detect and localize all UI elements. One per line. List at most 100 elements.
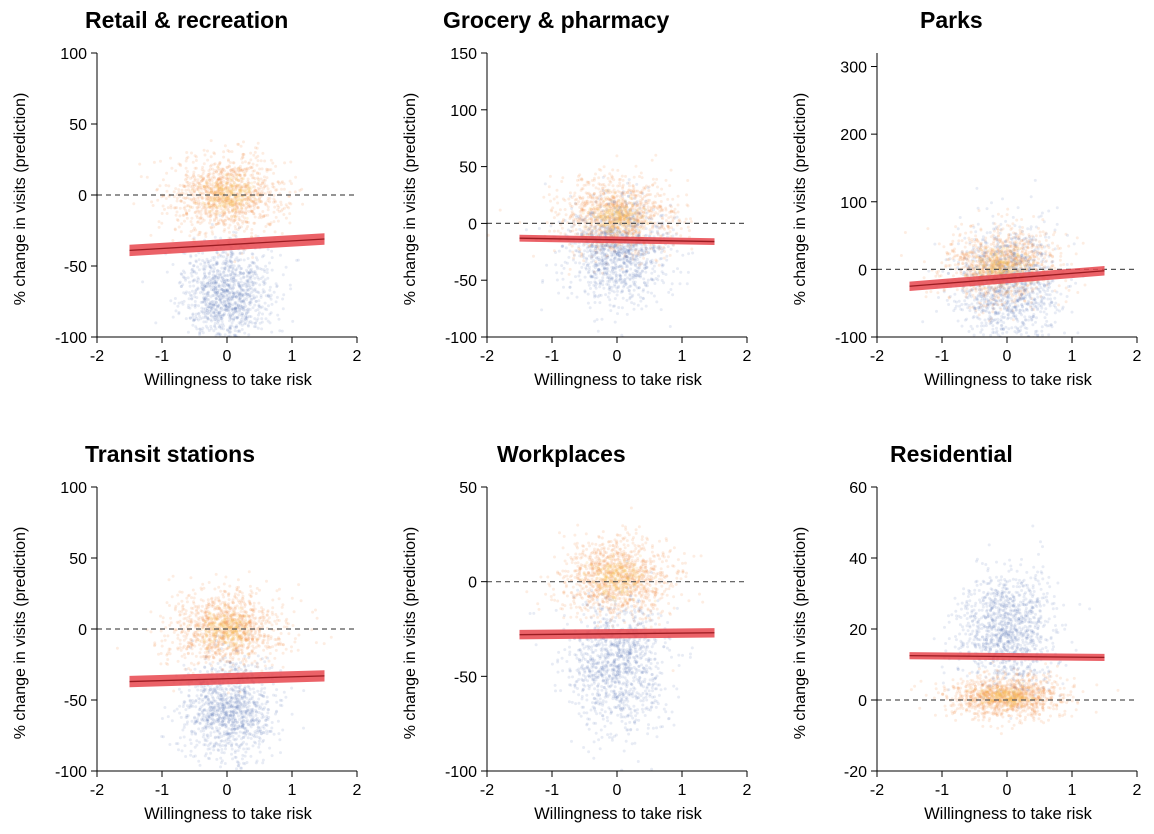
scatter-point (193, 295, 197, 299)
scatter-point (211, 302, 215, 306)
scatter-point (214, 285, 217, 289)
scatter-point (195, 180, 199, 184)
scatter-point (203, 211, 207, 215)
scatter-point (215, 212, 219, 216)
scatter-point (633, 263, 637, 267)
scatter-point (662, 256, 666, 260)
scatter-point (246, 177, 250, 181)
scatter-point (229, 200, 233, 204)
scatter-point (223, 290, 227, 294)
scatter-point (226, 178, 230, 182)
scatter-point (201, 259, 205, 262)
scatter-point (206, 326, 210, 330)
scatter-point (169, 156, 172, 160)
scatter-point (657, 263, 661, 267)
scatter-point (220, 186, 224, 190)
scatter-point (205, 181, 209, 185)
scatter-point (645, 257, 649, 261)
scatter-point (574, 275, 577, 279)
scatter-point (572, 218, 575, 222)
scatter-point (219, 204, 223, 208)
scatter-point (245, 167, 249, 171)
scatter-point (177, 311, 181, 314)
scatter-point (201, 331, 205, 335)
scatter-point (219, 291, 223, 295)
scatter-point (239, 188, 243, 192)
scatter-point (215, 251, 219, 255)
scatter-point (196, 343, 199, 346)
scatter-point (243, 347, 246, 350)
scatter-point (219, 186, 223, 190)
scatter-point (206, 281, 209, 285)
scatter-point (223, 281, 226, 285)
scatter-point (583, 242, 587, 246)
scatter-point (226, 187, 230, 191)
scatter-point (228, 260, 232, 264)
scatter-point (221, 220, 225, 224)
scatter-point (239, 272, 243, 275)
scatter-point (236, 210, 240, 214)
scatter-point (284, 265, 288, 269)
scatter-point (248, 287, 252, 291)
scatter-point (233, 185, 237, 188)
scatter-point (252, 200, 256, 204)
scatter-point (227, 176, 231, 180)
scatter-point (204, 320, 208, 324)
scatter-point (200, 191, 204, 195)
scatter-point (266, 247, 270, 251)
scatter-point (244, 220, 248, 224)
scatter-point (924, 295, 928, 299)
scatter-point (169, 206, 173, 210)
scatter-point (213, 278, 217, 282)
scatter-point (206, 305, 210, 309)
scatter-point (193, 278, 196, 282)
scatter-point (185, 290, 188, 294)
scatter-point (221, 191, 225, 195)
scatter-point (230, 324, 234, 328)
scatter-point (184, 212, 188, 215)
scatter-point (600, 259, 604, 262)
scatter-point (253, 189, 257, 192)
scatter-point (241, 307, 245, 311)
scatter-point (647, 234, 651, 238)
scatter-point (228, 259, 232, 263)
scatter-point (204, 212, 208, 216)
scatter-point (225, 195, 229, 199)
scatter-point (207, 278, 211, 282)
scatter-point (218, 211, 222, 215)
scatter-point (169, 299, 173, 303)
scatter-point (232, 220, 235, 224)
scatter-point (237, 297, 241, 301)
scatter-point (200, 207, 204, 211)
scatter-point (231, 178, 235, 182)
scatter-point (259, 177, 263, 181)
scatter-point (621, 178, 625, 182)
scatter-point (234, 295, 238, 299)
scatter-point (236, 329, 240, 333)
y-axis-label: % change in visits (prediction) (402, 93, 419, 306)
scatter-point (254, 309, 258, 313)
scatter-point (221, 262, 225, 266)
scatter-point (251, 204, 255, 208)
scatter-point (620, 306, 624, 310)
scatter-point (266, 208, 270, 212)
scatter-point (248, 300, 252, 304)
scatter-point (202, 206, 206, 209)
scatter-point (209, 195, 213, 199)
scatter-point (229, 297, 233, 301)
scatter-point (194, 228, 198, 232)
scatter-point (571, 225, 575, 229)
scatter-point (229, 330, 233, 334)
scatter-point (231, 308, 235, 312)
scatter-point (213, 191, 217, 195)
scatter-point (218, 196, 222, 199)
scatter-point (637, 261, 641, 265)
scatter-point (255, 193, 259, 197)
scatter-point (208, 164, 212, 168)
scatter-point (211, 203, 215, 207)
scatter-point (238, 173, 242, 177)
scatter-point (223, 210, 227, 214)
scatter-point (668, 325, 672, 328)
scatter-point (214, 205, 218, 209)
